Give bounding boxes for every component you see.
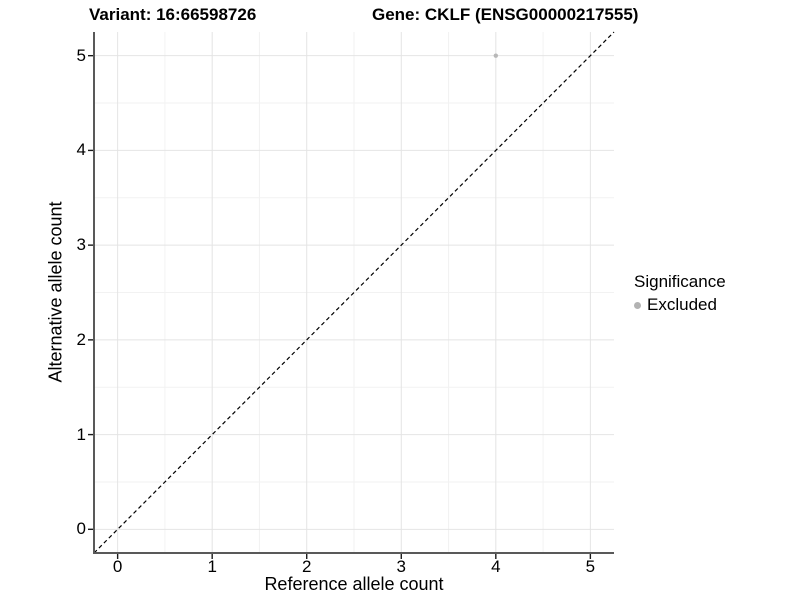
- x-tick-label: 0: [112, 557, 123, 576]
- y-tick-label: 1: [76, 424, 86, 444]
- x-tick-label: 4: [491, 557, 501, 576]
- legend-item: Excluded: [634, 295, 726, 315]
- x-tick-label: 2: [301, 557, 312, 576]
- x-tick-label: 1: [207, 557, 217, 576]
- legend-item-label: Excluded: [647, 295, 717, 314]
- x-axis-title: Reference allele count: [264, 574, 444, 594]
- legend: Significance Excluded: [634, 272, 726, 315]
- y-tick-label: 0: [76, 519, 86, 539]
- x-tick-label: 5: [585, 557, 596, 576]
- y-tick-label: 5: [76, 45, 86, 65]
- y-axis-title: Alternative allele count: [45, 201, 66, 383]
- legend-key-dot-icon: [634, 301, 641, 309]
- data-point: [493, 53, 499, 58]
- legend-title: Significance: [634, 272, 726, 291]
- y-tick-label: 2: [76, 329, 86, 349]
- legend-items: Excluded: [634, 295, 726, 315]
- gene-title: Gene: CKLF (ENSG00000217555): [372, 5, 639, 24]
- y-tick-label: 3: [76, 235, 86, 255]
- x-tick-label: 3: [396, 557, 406, 576]
- identity-line: [93, 31, 615, 554]
- variant-title: Variant: 16:66598726: [89, 5, 257, 24]
- y-tick-label: 4: [76, 140, 86, 160]
